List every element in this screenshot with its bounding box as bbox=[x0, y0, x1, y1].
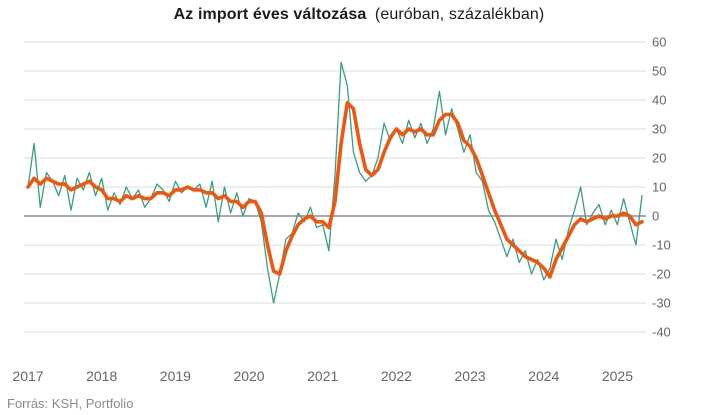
x-tick-label: 2017 bbox=[12, 368, 43, 384]
chart-title: Az import éves változása (euróban, száza… bbox=[0, 6, 718, 24]
y-tick-label: -20 bbox=[652, 267, 671, 282]
y-tick-label: -10 bbox=[652, 238, 671, 253]
y-tick-label: -30 bbox=[652, 296, 671, 311]
chart-title-sub: (euróban, százalékban) bbox=[374, 6, 545, 23]
y-tick-label: 40 bbox=[652, 93, 666, 108]
y-tick-label: 30 bbox=[652, 122, 666, 137]
x-tick-label: 2024 bbox=[528, 368, 559, 384]
series-monthly-line bbox=[27, 61, 643, 304]
x-tick-label: 2019 bbox=[160, 368, 191, 384]
x-tick-label: 2020 bbox=[233, 368, 264, 384]
x-tick-label: 2022 bbox=[381, 368, 412, 384]
y-tick-label: 60 bbox=[652, 35, 666, 50]
x-tick-label: 2023 bbox=[455, 368, 486, 384]
x-tick-label: 2021 bbox=[307, 368, 338, 384]
y-tick-label: 50 bbox=[652, 64, 666, 79]
y-tick-label: 0 bbox=[652, 209, 659, 224]
y-tick-label: 20 bbox=[652, 151, 666, 166]
y-tick-label: 10 bbox=[652, 180, 666, 195]
x-tick-label: 2025 bbox=[602, 368, 633, 384]
x-tick-label: 2018 bbox=[86, 368, 117, 384]
source-note: Forrás: KSH, Portfolio bbox=[7, 396, 134, 411]
series-trend-line bbox=[26, 101, 644, 279]
y-tick-label: -40 bbox=[652, 325, 671, 340]
chart-title-main: Az import éves változása bbox=[173, 6, 367, 23]
